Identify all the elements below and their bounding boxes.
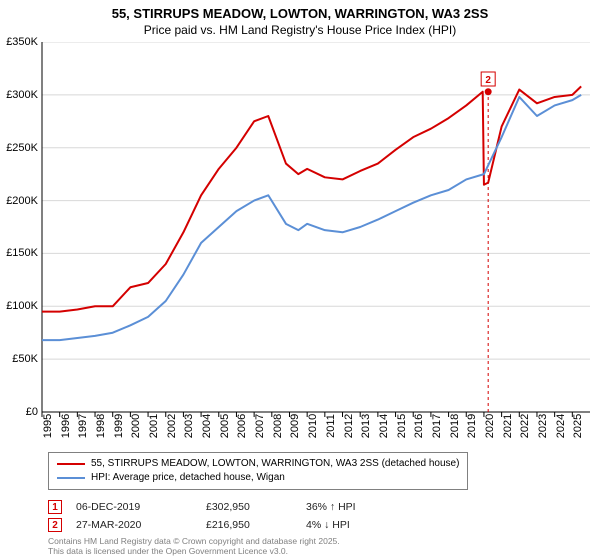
- cell-change: 4% ↓ HPI: [306, 519, 406, 531]
- x-tick-label: 2022: [519, 414, 531, 438]
- x-tick-label: 2003: [183, 414, 195, 438]
- y-tick-label: £0: [26, 406, 38, 418]
- x-tick-label: 2019: [466, 414, 478, 438]
- chart-title: 55, STIRRUPS MEADOW, LOWTON, WARRINGTON,…: [0, 0, 600, 23]
- x-tick-label: 2012: [343, 414, 355, 438]
- table-row: 1 06-DEC-2019 £302,950 36% ↑ HPI: [48, 498, 406, 516]
- x-tick-label: 2008: [272, 414, 284, 438]
- x-tick-label: 2001: [148, 414, 160, 438]
- svg-text:2: 2: [485, 75, 491, 86]
- y-tick-label: £350K: [6, 36, 38, 48]
- x-tick-label: 2023: [537, 414, 549, 438]
- legend-label: 55, STIRRUPS MEADOW, LOWTON, WARRINGTON,…: [91, 457, 459, 471]
- x-tick-label: 2015: [396, 414, 408, 438]
- x-tick-label: 1999: [113, 414, 125, 438]
- x-tick-label: 2009: [289, 414, 301, 438]
- x-tick-label: 1998: [95, 414, 107, 438]
- chart-subtitle: Price paid vs. HM Land Registry's House …: [0, 23, 600, 41]
- data-table: 1 06-DEC-2019 £302,950 36% ↑ HPI 2 27-MA…: [48, 498, 406, 534]
- x-tick-label: 2007: [254, 414, 266, 438]
- x-tick-label: 2002: [166, 414, 178, 438]
- x-tick-label: 1997: [77, 414, 89, 438]
- x-tick-label: 2017: [431, 414, 443, 438]
- cell-price: £302,950: [206, 501, 306, 513]
- legend-label: HPI: Average price, detached house, Wiga…: [91, 471, 285, 485]
- attribution-line: This data is licensed under the Open Gov…: [48, 546, 340, 556]
- y-tick-label: £100K: [6, 300, 38, 312]
- cell-change: 36% ↑ HPI: [306, 501, 406, 513]
- marker-badge: 1: [48, 500, 62, 514]
- x-tick-label: 2010: [307, 414, 319, 438]
- x-tick-label: 2016: [413, 414, 425, 438]
- x-tick-label: 2025: [572, 414, 584, 438]
- x-tick-label: 2018: [449, 414, 461, 438]
- x-tick-label: 1996: [60, 414, 72, 438]
- x-tick-label: 2021: [502, 414, 514, 438]
- legend-item: HPI: Average price, detached house, Wiga…: [57, 471, 459, 485]
- chart-area: 2 £0£50K£100K£150K£200K£250K£300K£350K19…: [0, 42, 600, 422]
- x-tick-label: 2006: [236, 414, 248, 438]
- legend-item: 55, STIRRUPS MEADOW, LOWTON, WARRINGTON,…: [57, 457, 459, 471]
- x-tick-label: 1995: [42, 414, 54, 438]
- cell-date: 27-MAR-2020: [76, 519, 206, 531]
- y-tick-label: £250K: [6, 142, 38, 154]
- legend-swatch: [57, 477, 85, 479]
- cell-date: 06-DEC-2019: [76, 501, 206, 513]
- x-tick-label: 2013: [360, 414, 372, 438]
- table-row: 2 27-MAR-2020 £216,950 4% ↓ HPI: [48, 516, 406, 534]
- chart-svg: 2: [0, 42, 600, 422]
- cell-price: £216,950: [206, 519, 306, 531]
- x-tick-label: 2014: [378, 414, 390, 438]
- legend-box: 55, STIRRUPS MEADOW, LOWTON, WARRINGTON,…: [48, 452, 468, 490]
- x-tick-label: 2011: [325, 414, 337, 438]
- attribution: Contains HM Land Registry data © Crown c…: [48, 536, 340, 556]
- attribution-line: Contains HM Land Registry data © Crown c…: [48, 536, 340, 546]
- y-tick-label: £150K: [6, 247, 38, 259]
- x-tick-label: 2004: [201, 414, 213, 438]
- x-tick-label: 2000: [130, 414, 142, 438]
- chart-container: 55, STIRRUPS MEADOW, LOWTON, WARRINGTON,…: [0, 0, 600, 560]
- y-tick-label: £50K: [12, 353, 38, 365]
- y-tick-label: £200K: [6, 195, 38, 207]
- y-tick-label: £300K: [6, 89, 38, 101]
- x-tick-label: 2020: [484, 414, 496, 438]
- x-tick-label: 2005: [219, 414, 231, 438]
- marker-badge: 2: [48, 518, 62, 532]
- x-tick-label: 2024: [555, 414, 567, 438]
- legend-swatch: [57, 463, 85, 465]
